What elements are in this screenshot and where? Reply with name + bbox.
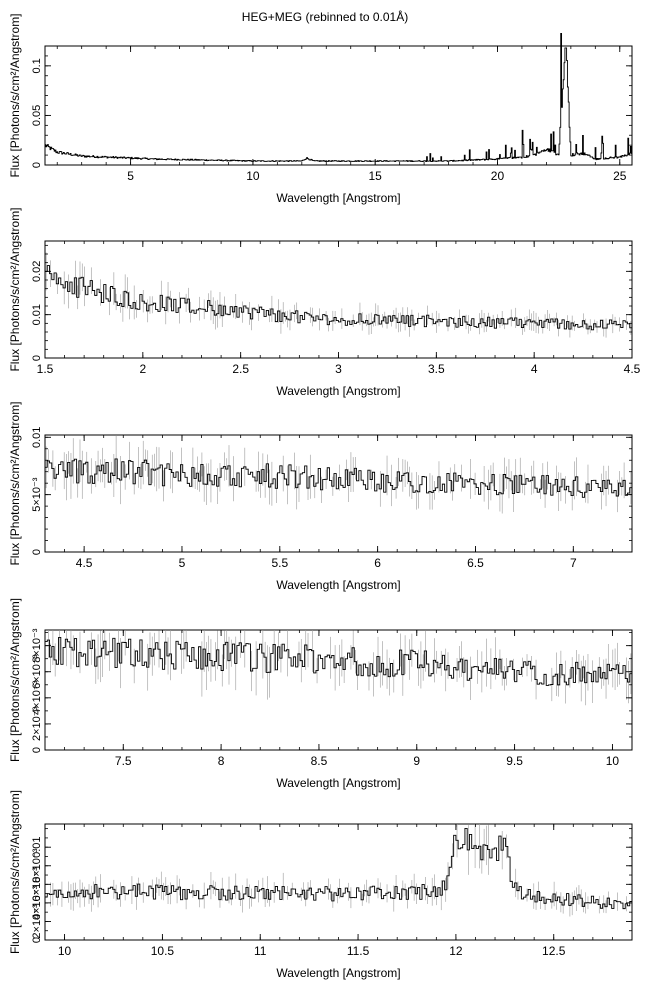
x-tick-label: 20 — [491, 169, 505, 183]
y-tick-label: 4×10⁻³ — [31, 885, 43, 920]
x-tick-label: 5 — [127, 169, 134, 183]
x-tick-label: 4.5 — [624, 362, 641, 376]
plot-panel-5: 10 10.5 11 11.5 12 12.5 02×10⁻³4×10⁻³6×10⁻³8×1… — [8, 790, 633, 980]
y-tick-label: 0.01 — [31, 304, 43, 325]
x-tick-label: 15 — [369, 169, 383, 183]
x-tick-label: 7 — [570, 556, 577, 570]
y-tick-label: 6×10⁻³ — [31, 867, 43, 902]
error-bars — [48, 630, 632, 706]
x-tick-label: 11 — [254, 944, 267, 958]
x-tick-label: 8.5 — [311, 754, 328, 768]
y-tick-label: 0 — [31, 549, 43, 555]
x-tick-label: 4.5 — [76, 556, 93, 570]
x-tick-label: 2 — [139, 362, 146, 376]
x-axis-label: Wavelength [Angstrom] — [276, 384, 400, 398]
y-axis-label: Flux [Photons/s/cm²/Angstrom] — [8, 207, 22, 371]
y-axis-label: Flux [Photons/s/cm²/Angstrom] — [8, 401, 22, 565]
y-tick-label: 0 — [31, 747, 43, 753]
x-tick-label: 9.5 — [506, 754, 523, 768]
y-axis-label: Flux [Photons/s/cm²/Angstrom] — [8, 598, 22, 762]
x-tick-label: 10 — [606, 754, 620, 768]
plot-frame — [44, 823, 633, 941]
x-tick-label: 8 — [218, 754, 225, 768]
x-tick-label: 10 — [246, 169, 260, 183]
x-tick-label: 3 — [335, 362, 342, 376]
y-tick-label: 0.01 — [31, 836, 43, 857]
plot-frame — [44, 629, 633, 751]
chart-title: HEG+MEG (rebinned to 0.01Å) — [241, 10, 409, 24]
x-tick-label: 6 — [374, 556, 381, 570]
y-tick-label: 8×10⁻³ — [31, 848, 43, 883]
plot-panel-4: 7.5 8 8.5 9 9.5 10 0 2×10⁻³4×10⁻³6×10⁻³8×10⁻³ Wa… — [8, 598, 633, 790]
x-tick-label: 7.5 — [115, 754, 132, 768]
spectrum-line — [45, 636, 632, 686]
error-bars — [45, 252, 632, 338]
spectrum-line — [45, 265, 632, 331]
x-tick-label: 9 — [413, 754, 420, 768]
x-tick-label: 6.5 — [467, 556, 484, 570]
x-axis-label: Wavelength [Angstrom] — [276, 578, 400, 592]
x-tick-label: 10 — [58, 944, 72, 958]
x-tick-label: 3.5 — [428, 362, 445, 376]
y-axis-label: Flux [Photons/s/cm²/Angstrom] — [8, 790, 22, 954]
error-bars — [50, 824, 627, 917]
plot-frame — [44, 45, 633, 166]
plot-frame — [44, 240, 633, 359]
spectrum-line — [45, 33, 632, 162]
error-bars — [45, 435, 632, 514]
plot-panel-1: 5 10 15 20 25 0 0.05 0.1 Wavelength [Angstrom] Fl… — [8, 13, 633, 205]
plot-panel-2: 1.5 2 2.5 3 3.5 4 4.5 0 0.01 0.02 Wavelength [Angs… — [8, 207, 641, 398]
y-tick-label: 5×10⁻³ — [31, 477, 43, 512]
x-tick-label: 12.5 — [542, 944, 566, 958]
y-tick-label: 2×10⁻³ — [31, 706, 43, 741]
y-axis-label: Flux [Photons/s/cm²/Angstrom] — [8, 13, 22, 177]
x-tick-label: 12 — [449, 944, 463, 958]
y-tick-label: 0.02 — [31, 261, 43, 282]
x-axis-label: Wavelength [Angstrom] — [276, 191, 400, 205]
spectrum-line — [45, 458, 632, 498]
y-tick-label: 2×10⁻³ — [31, 904, 43, 939]
y-tick-label: 0 — [31, 937, 43, 943]
x-tick-label: 1.5 — [37, 362, 54, 376]
x-tick-label: 5.5 — [271, 556, 288, 570]
y-tick-label: 0 — [31, 162, 43, 168]
spectrum-line — [45, 828, 632, 910]
x-tick-label: 11.5 — [347, 944, 370, 958]
y-tick-label: 8×10⁻³ — [31, 628, 43, 663]
y-tick-label: 0.01 — [31, 427, 43, 448]
x-axis-label: Wavelength [Angstrom] — [276, 966, 400, 980]
x-tick-label: 25 — [613, 169, 627, 183]
y-tick-label: 4×10⁻³ — [31, 680, 43, 715]
x-tick-label: 5 — [179, 556, 186, 570]
y-tick-label: 6×10⁻³ — [31, 654, 43, 689]
y-tick-label: 0.05 — [31, 105, 43, 126]
y-tick-label: 0.1 — [31, 58, 43, 73]
y-tick-label: 0 — [31, 355, 43, 361]
plot-panel-3: 4.5 5 5.5 6 6.5 7 0 5×10⁻³ 0.01 Wavelength [Angst… — [8, 401, 633, 592]
x-tick-label: 2.5 — [232, 362, 249, 376]
x-tick-label: 4 — [531, 362, 538, 376]
x-axis-label: Wavelength [Angstrom] — [276, 776, 400, 790]
x-tick-label: 10.5 — [151, 944, 175, 958]
